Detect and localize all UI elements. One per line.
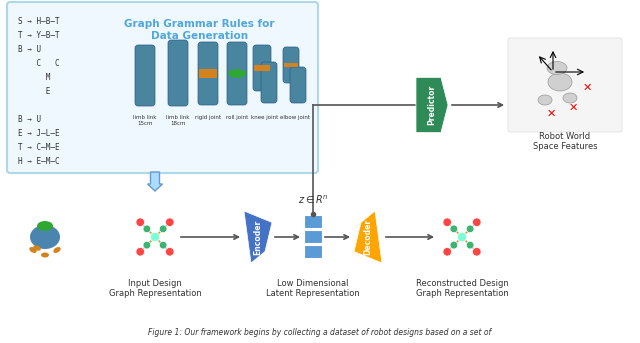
Circle shape xyxy=(136,218,145,226)
Bar xyxy=(304,214,322,227)
Text: T → Y–B–T: T → Y–B–T xyxy=(18,31,60,40)
Bar xyxy=(254,65,270,71)
Circle shape xyxy=(136,248,145,256)
Ellipse shape xyxy=(37,221,53,231)
FancyBboxPatch shape xyxy=(290,67,306,103)
FancyBboxPatch shape xyxy=(198,42,218,105)
Text: M: M xyxy=(18,73,51,82)
Text: rigid joint: rigid joint xyxy=(195,115,221,120)
Ellipse shape xyxy=(29,247,36,253)
Circle shape xyxy=(159,225,167,233)
Text: ✕: ✕ xyxy=(568,103,578,113)
Bar xyxy=(284,63,298,68)
Text: T → C–M–E: T → C–M–E xyxy=(18,143,60,152)
Text: $z \in R^n$: $z \in R^n$ xyxy=(298,194,328,206)
Text: H → E–M–C: H → E–M–C xyxy=(18,157,60,166)
Text: limb link
15cm: limb link 15cm xyxy=(133,115,157,126)
Text: ✕: ✕ xyxy=(582,83,592,93)
Text: E → J–L–E: E → J–L–E xyxy=(18,129,60,138)
Circle shape xyxy=(159,241,167,249)
Polygon shape xyxy=(354,211,382,263)
Circle shape xyxy=(143,241,150,249)
Circle shape xyxy=(443,218,451,226)
Text: S → H–B–T: S → H–B–T xyxy=(18,17,60,26)
Ellipse shape xyxy=(548,73,572,91)
Circle shape xyxy=(467,225,474,233)
Polygon shape xyxy=(416,78,448,132)
FancyBboxPatch shape xyxy=(283,47,299,83)
Text: knee joint: knee joint xyxy=(252,115,278,120)
Text: Low Dimensional
Latent Representation: Low Dimensional Latent Representation xyxy=(266,279,360,298)
Text: ✕: ✕ xyxy=(547,109,556,119)
FancyBboxPatch shape xyxy=(227,42,247,105)
Text: Encoder: Encoder xyxy=(253,220,262,255)
Text: Predictor: Predictor xyxy=(428,85,436,125)
Text: elbow joint: elbow joint xyxy=(280,115,310,120)
Circle shape xyxy=(450,225,458,233)
Bar xyxy=(199,69,217,78)
FancyBboxPatch shape xyxy=(253,45,271,91)
Ellipse shape xyxy=(547,61,567,74)
Text: limb link
18cm: limb link 18cm xyxy=(166,115,189,126)
Ellipse shape xyxy=(228,69,246,78)
Text: Decoder: Decoder xyxy=(364,219,372,255)
Circle shape xyxy=(166,218,174,226)
Circle shape xyxy=(143,225,150,233)
Text: Robot World
Space Features: Robot World Space Features xyxy=(532,132,597,151)
Text: Reconstructed Design
Graph Representation: Reconstructed Design Graph Representatio… xyxy=(415,279,508,298)
Text: C   C: C C xyxy=(18,59,60,68)
Circle shape xyxy=(472,248,481,256)
FancyArrow shape xyxy=(147,172,163,191)
Ellipse shape xyxy=(53,247,61,253)
Circle shape xyxy=(166,248,174,256)
FancyBboxPatch shape xyxy=(168,40,188,106)
Bar xyxy=(304,229,322,243)
FancyBboxPatch shape xyxy=(135,45,155,106)
Bar xyxy=(304,245,322,258)
Text: Figure 1: Our framework begins by collecting a dataset of robot designs based on: Figure 1: Our framework begins by collec… xyxy=(148,328,492,337)
Ellipse shape xyxy=(538,95,552,105)
Circle shape xyxy=(458,232,467,242)
Text: E: E xyxy=(18,87,51,96)
Circle shape xyxy=(443,248,451,256)
Text: roll joint: roll joint xyxy=(226,115,248,120)
Ellipse shape xyxy=(33,245,41,251)
Polygon shape xyxy=(244,211,272,263)
Text: Graph Grammar Rules for
Data Generation: Graph Grammar Rules for Data Generation xyxy=(124,19,275,40)
Ellipse shape xyxy=(41,252,49,258)
FancyBboxPatch shape xyxy=(7,2,318,173)
Text: B → U: B → U xyxy=(18,115,41,124)
FancyBboxPatch shape xyxy=(261,62,277,103)
Ellipse shape xyxy=(563,93,577,103)
Text: Input Design
Graph Representation: Input Design Graph Representation xyxy=(109,279,202,298)
FancyBboxPatch shape xyxy=(508,38,622,132)
Circle shape xyxy=(467,241,474,249)
Ellipse shape xyxy=(30,225,60,249)
Circle shape xyxy=(472,218,481,226)
Text: B → U: B → U xyxy=(18,45,41,54)
Circle shape xyxy=(450,241,458,249)
Circle shape xyxy=(150,232,160,242)
